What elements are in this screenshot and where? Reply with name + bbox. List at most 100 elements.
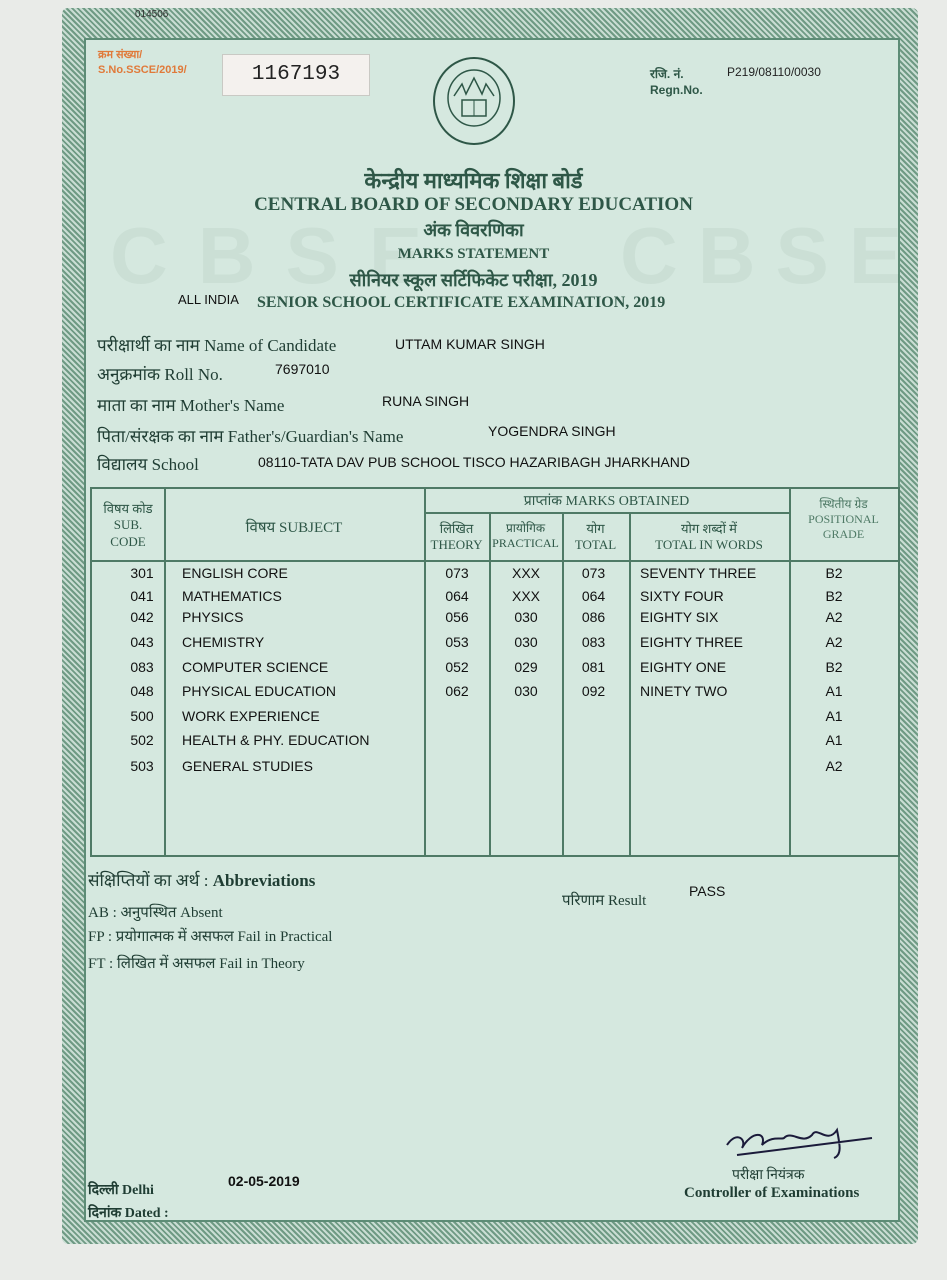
abbr-fail-practical: FP : प्रयोगात्मक में असफल Fail in Practi… <box>88 929 333 945</box>
marks-table: विषय कोड SUB. CODE विषय SUBJECT प्राप्तां… <box>90 487 900 857</box>
subtitle-english: MARKS STATEMENT <box>397 246 550 262</box>
abbr-absent: AB : अनुपस्थित Absent <box>88 905 223 921</box>
cell-code: 083 <box>130 659 154 675</box>
cell-code: 500 <box>130 708 154 724</box>
controller-english: Controller of Examinations <box>684 1185 860 1201</box>
regn-label-en: Regn.No. <box>650 83 703 97</box>
header-code-hi: विषय कोड <box>103 501 153 516</box>
header-total: योग TOTAL <box>562 521 629 554</box>
cell-code: 503 <box>130 758 154 774</box>
roll-no: 7697010 <box>275 361 330 377</box>
cell-words: EIGHTY THREE <box>640 634 743 650</box>
cbse-logo <box>432 56 516 146</box>
cell-total: 092 <box>581 683 606 699</box>
cell-code: 048 <box>130 683 154 699</box>
place: दिल्ली Delhi <box>88 1183 154 1198</box>
header-practical: प्रायोगिक PRACTICAL <box>489 521 562 551</box>
title-hindi: केन्द्रीय माध्यमिक शिक्षा बोर्ड <box>364 168 583 193</box>
result-label: परिणाम Result <box>562 893 647 909</box>
mother-name-label: माता का नाम Mother's Name <box>97 396 285 415</box>
cell-grade: A2 <box>825 758 843 774</box>
header-theory-en: THEORY <box>430 537 483 553</box>
cell-code: 043 <box>130 634 154 650</box>
header-words-hi: योग शब्दों में <box>681 521 737 536</box>
abbr-fail-theory: FT : लिखित में असफल Fail in Theory <box>88 956 305 972</box>
issue-date: 02-05-2019 <box>228 1173 300 1189</box>
serial-label-hi: क्रम संख्या/ <box>98 49 143 61</box>
subtitle-hindi: अंक विवरणिका <box>423 220 524 240</box>
cell-theory: 062 <box>445 683 469 699</box>
signature <box>722 1110 882 1165</box>
cell-subject: ENGLISH CORE <box>182 565 288 581</box>
cell-subject: MATHEMATICS <box>182 588 282 604</box>
cell-grade: B2 <box>825 659 843 675</box>
header-theory-hi: लिखित <box>439 521 474 536</box>
cell-words: SEVENTY THREE <box>640 565 757 581</box>
header-code: विषय कोड SUB. CODE <box>92 501 164 550</box>
cell-grade: B2 <box>825 565 843 581</box>
certificate-panel <box>84 38 900 1222</box>
cell-grade: A2 <box>825 609 843 625</box>
cell-code: 301 <box>130 565 154 581</box>
cell-total: 081 <box>581 659 606 675</box>
cell-grade: A1 <box>825 683 843 699</box>
header-practical-hi: प्रायोगिक <box>505 521 546 535</box>
dated-label: दिनांक Dated : <box>88 1206 169 1221</box>
header-grade: स्थितीय ग्रेड POSITIONAL GRADE <box>789 497 898 542</box>
cell-practical: XXX <box>511 565 540 581</box>
cell-total: 086 <box>581 609 606 625</box>
exam-prefix: ALL INDIA <box>178 292 239 307</box>
header-total-words: योग शब्दों में TOTAL IN WORDS <box>629 521 789 554</box>
exam-hindi: सीनियर स्कूल सर्टिफिकेट परीक्षा, 2019 <box>349 270 598 290</box>
cell-grade: A2 <box>825 634 843 650</box>
header-practical-en: PRACTICAL <box>492 536 559 550</box>
cell-theory: 052 <box>445 659 469 675</box>
cell-subject: CHEMISTRY <box>182 634 265 650</box>
candidate-name: UTTAM KUMAR SINGH <box>395 336 545 352</box>
cell-subject: GENERAL STUDIES <box>182 758 313 774</box>
mother-name: RUNA SINGH <box>382 393 470 409</box>
cell-practical: 029 <box>514 659 538 675</box>
watermark-right: CBSE <box>620 211 923 300</box>
top-code: 014506 <box>135 9 169 20</box>
cell-practical: 030 <box>514 634 538 650</box>
cell-code: 041 <box>130 588 154 604</box>
school: 08110-TATA DAV PUB SCHOOL TISCO HAZARIBA… <box>258 454 691 470</box>
cell-subject: COMPUTER SCIENCE <box>182 659 329 675</box>
regn-number: P219/08110/0030 <box>727 65 821 79</box>
exam-english: SENIOR SCHOOL CERTIFICATE EXAMINATION, 2… <box>257 294 666 311</box>
cell-practical: 030 <box>514 683 538 699</box>
result-value: PASS <box>689 883 726 899</box>
header-words-en: TOTAL IN WORDS <box>655 537 763 553</box>
cell-theory: 073 <box>445 565 469 581</box>
abbreviations-title: संक्षिप्तियों का अर्थ : Abbreviations <box>88 868 315 891</box>
cell-grade: A1 <box>825 732 843 748</box>
abbreviations-title-en: Abbreviations <box>212 871 316 890</box>
regn-label-hi: रजि. नं. <box>650 67 684 81</box>
father-name-label: पिता/संरक्षक का नाम Father's/Guardian's … <box>97 427 404 446</box>
cell-total: 064 <box>581 588 606 604</box>
cell-grade: A1 <box>825 708 843 724</box>
header-grade-hi: स्थितीय ग्रेड <box>819 497 868 511</box>
watermark-left: CBSE <box>110 211 453 300</box>
regn-label: रजि. नं. Regn.No. <box>650 66 703 98</box>
school-label: विद्यालय School <box>97 455 199 474</box>
father-name: YOGENDRA SINGH <box>488 423 616 439</box>
header-code-en: SUB. CODE <box>110 517 146 549</box>
header-marks-obtained: प्राप्तांक MARKS OBTAINED <box>523 494 690 509</box>
title-english: CENTRAL BOARD OF SECONDARY EDUCATION <box>254 194 693 215</box>
cell-subject: PHYSICS <box>182 609 244 625</box>
serial-number: 1167193 <box>222 54 370 96</box>
cell-practical: XXX <box>511 588 540 604</box>
cell-subject: PHYSICAL EDUCATION <box>182 683 337 699</box>
cell-grade: B2 <box>825 588 843 604</box>
cell-subject: HEALTH & PHY. EDUCATION <box>182 732 370 748</box>
cell-theory: 053 <box>445 634 469 650</box>
cell-words: EIGHTY SIX <box>640 609 719 625</box>
cell-code: 042 <box>130 609 154 625</box>
header-grade-en: POSITIONAL GRADE <box>808 512 879 541</box>
cell-words: NINETY TWO <box>640 683 728 699</box>
header-theory: लिखित THEORY <box>424 521 489 554</box>
header-total-hi: योग <box>586 521 605 536</box>
cell-words: EIGHTY ONE <box>640 659 727 675</box>
